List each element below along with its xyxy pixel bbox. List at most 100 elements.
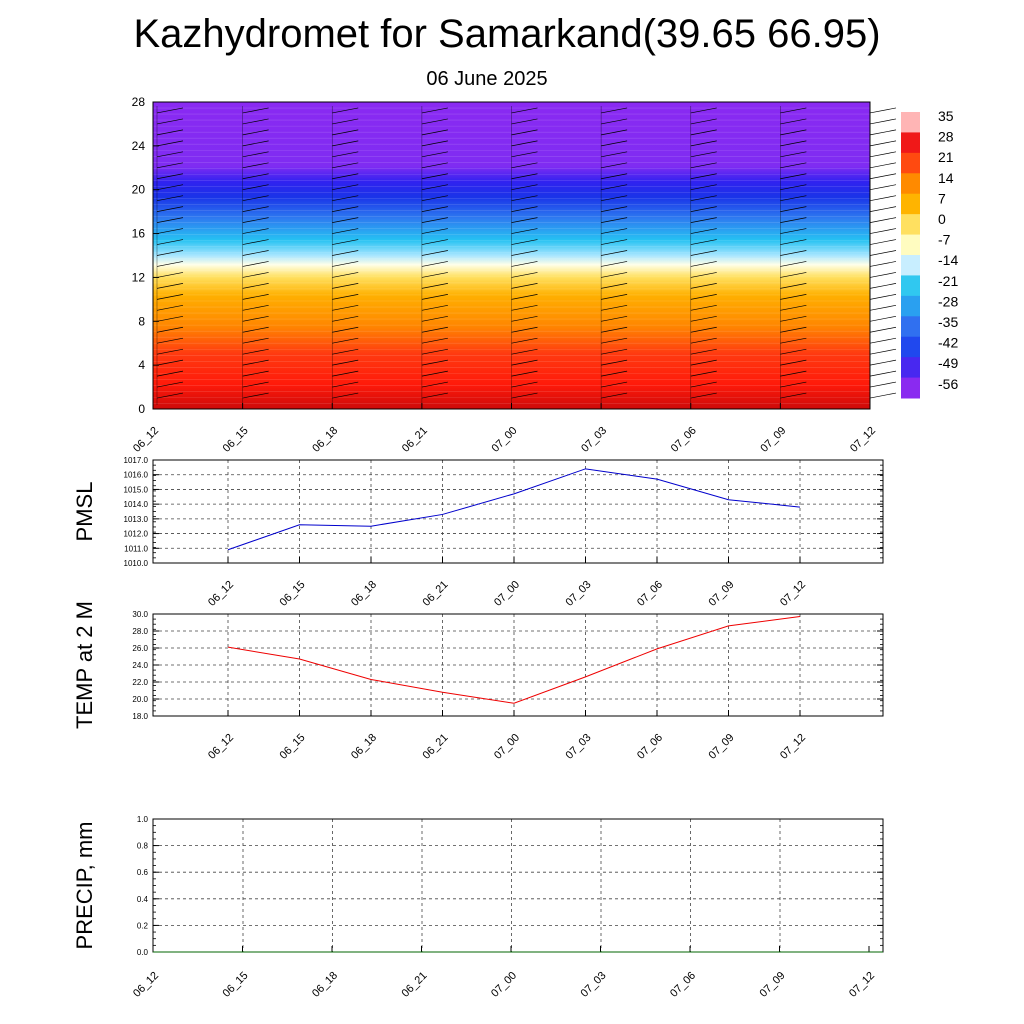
- wind-barb: [242, 239, 269, 245]
- temp-ytick-label: 28.0: [132, 627, 148, 636]
- wind-barb: [421, 348, 448, 355]
- heatmap-xtick-label: 07_09: [758, 425, 788, 455]
- colorbar-segment: [901, 275, 920, 297]
- precip-ytick-label: 0.0: [137, 948, 149, 957]
- heatmap-xtick-label: 06_12: [131, 425, 161, 455]
- wind-barb: [601, 337, 628, 344]
- heatmap-xtick-label: 07_12: [848, 425, 878, 455]
- wind-barb: [690, 239, 717, 245]
- temp-xtick-label: 07_06: [635, 732, 665, 762]
- wind-barb: [601, 250, 628, 256]
- wind-barb: [690, 217, 717, 223]
- precip-ytick-label: 0.2: [137, 921, 149, 930]
- wind-barb: [242, 370, 269, 377]
- pmsl-ytick-label: 1011.0: [124, 544, 148, 553]
- wind-barb: [780, 283, 807, 289]
- wind-barb: [601, 162, 628, 169]
- temp-ytick-label: 20.0: [132, 695, 148, 704]
- wind-barb: [780, 239, 807, 245]
- wind-barb: [156, 184, 184, 191]
- wind-barb: [690, 337, 717, 344]
- wind-barb: [156, 228, 184, 234]
- wind-barb: [156, 129, 184, 136]
- wind-barb: [601, 129, 628, 136]
- wind-barb: [780, 272, 807, 278]
- pmsl-xtick-label: 06_21: [421, 579, 451, 609]
- wind-barb: [511, 304, 538, 311]
- wind-barb: [690, 392, 717, 399]
- wind-barb: [690, 184, 717, 191]
- wind-barb: [332, 370, 359, 377]
- wind-barb: [690, 326, 717, 333]
- wind-barb: [690, 151, 717, 158]
- colorbar-segment: [901, 152, 920, 174]
- wind-barb: [332, 261, 359, 267]
- wind-barb: [421, 239, 448, 245]
- precip-xtick-label: 07_03: [579, 970, 609, 1000]
- wind-barb: [332, 118, 359, 125]
- wind-barb: [421, 370, 448, 377]
- wind-barb: [869, 261, 897, 267]
- pmsl-ytick-label: 1013.0: [124, 515, 149, 524]
- wind-barb: [156, 359, 184, 366]
- wind-barb: [421, 173, 448, 180]
- wind-barb: [601, 118, 628, 125]
- wind-barb: [332, 195, 359, 202]
- wind-barb: [156, 294, 184, 300]
- wind-barb: [511, 337, 538, 344]
- colorbar-segment: [901, 357, 920, 379]
- wind-barb: [156, 283, 184, 289]
- temp-ylabel: TEMP at 2 M: [72, 601, 97, 729]
- temp-xtick-label: 07_03: [564, 732, 594, 762]
- wind-barb: [780, 206, 807, 212]
- wind-barb: [421, 206, 448, 212]
- wind-barb: [242, 250, 269, 256]
- colorbar-segment: [901, 255, 920, 276]
- wind-barb: [242, 173, 269, 180]
- colorbar-label: -42: [938, 335, 958, 351]
- colorbar-segment: [901, 214, 920, 236]
- wind-barb: [869, 228, 897, 234]
- wind-barb: [332, 206, 359, 212]
- colorbar-segment: [901, 112, 920, 133]
- wind-barb: [156, 272, 184, 278]
- pmsl-xtick-label: 07_09: [707, 579, 737, 609]
- wind-barb: [869, 107, 897, 114]
- heatmap-ytick-label: 16: [132, 227, 146, 241]
- pmsl-xtick-label: 07_03: [564, 579, 594, 609]
- wind-barb: [242, 392, 269, 399]
- temp-xtick-label: 07_00: [492, 732, 522, 762]
- pmsl-xtick-label: 07_06: [635, 579, 665, 609]
- wind-barb: [242, 359, 269, 366]
- wind-barb: [332, 162, 359, 169]
- wind-barb: [156, 250, 184, 256]
- precip-xtick-label: 07_00: [489, 970, 519, 1000]
- pmsl-ytick-label: 1016.0: [124, 471, 149, 480]
- wind-barb: [421, 283, 448, 289]
- wind-barb: [690, 206, 717, 212]
- wind-barb: [601, 392, 628, 399]
- wind-barb: [332, 294, 359, 300]
- wind-barb: [780, 151, 807, 158]
- wind-barb: [869, 272, 897, 278]
- wind-barb: [511, 348, 538, 355]
- wind-barb: [601, 370, 628, 377]
- pmsl-ytick-label: 1014.0: [124, 500, 149, 509]
- wind-barb: [242, 217, 269, 223]
- wind-barb: [869, 162, 897, 169]
- colorbar-segment: [901, 377, 920, 399]
- precip-ytick-label: 1.0: [137, 815, 149, 824]
- wind-barb: [332, 228, 359, 234]
- heatmap-xtick-label: 07_03: [579, 425, 609, 455]
- wind-barb: [601, 326, 628, 333]
- wind-barb: [332, 173, 359, 180]
- wind-barb: [780, 294, 807, 300]
- precip-xtick-label: 06_18: [310, 970, 340, 1000]
- wind-barb: [601, 294, 628, 300]
- wind-barb: [156, 217, 184, 223]
- pmsl-ytick-label: 1012.0: [124, 530, 149, 539]
- wind-barb: [332, 217, 359, 223]
- wind-barb: [511, 184, 538, 191]
